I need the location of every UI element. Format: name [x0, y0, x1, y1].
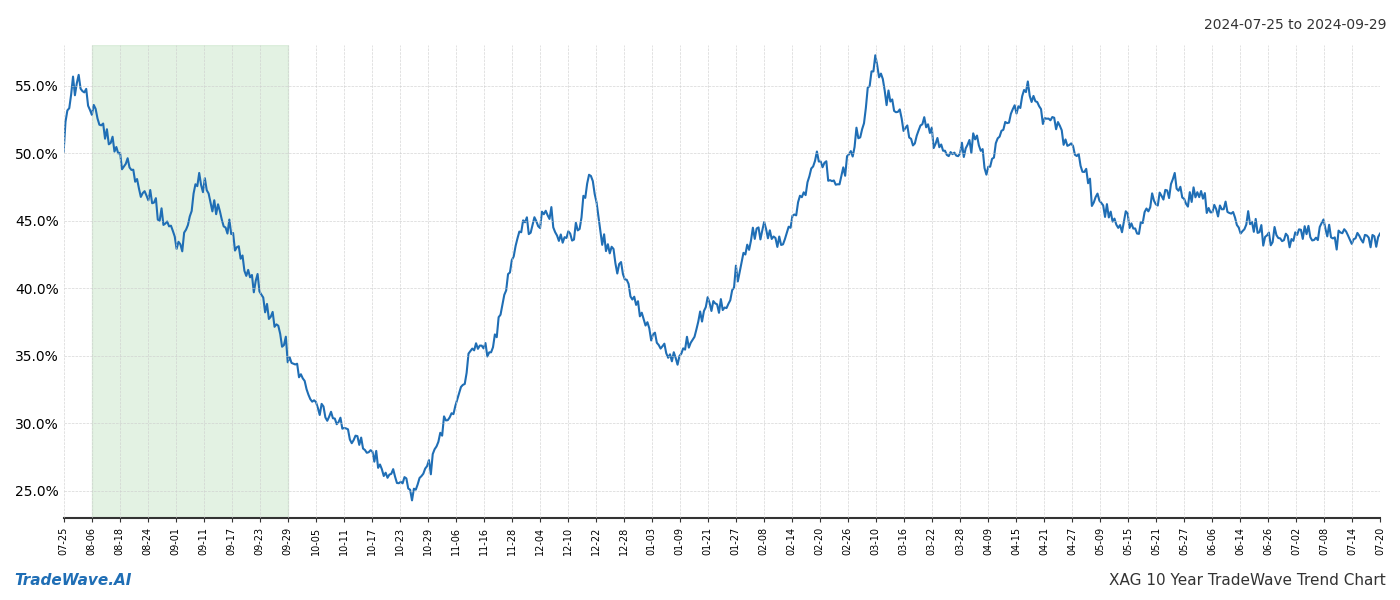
Bar: [91, 45, 287, 518]
Text: 2024-07-25 to 2024-09-29: 2024-07-25 to 2024-09-29: [1204, 18, 1386, 32]
Text: TradeWave.AI: TradeWave.AI: [14, 573, 132, 588]
Text: XAG 10 Year TradeWave Trend Chart: XAG 10 Year TradeWave Trend Chart: [1109, 573, 1386, 588]
